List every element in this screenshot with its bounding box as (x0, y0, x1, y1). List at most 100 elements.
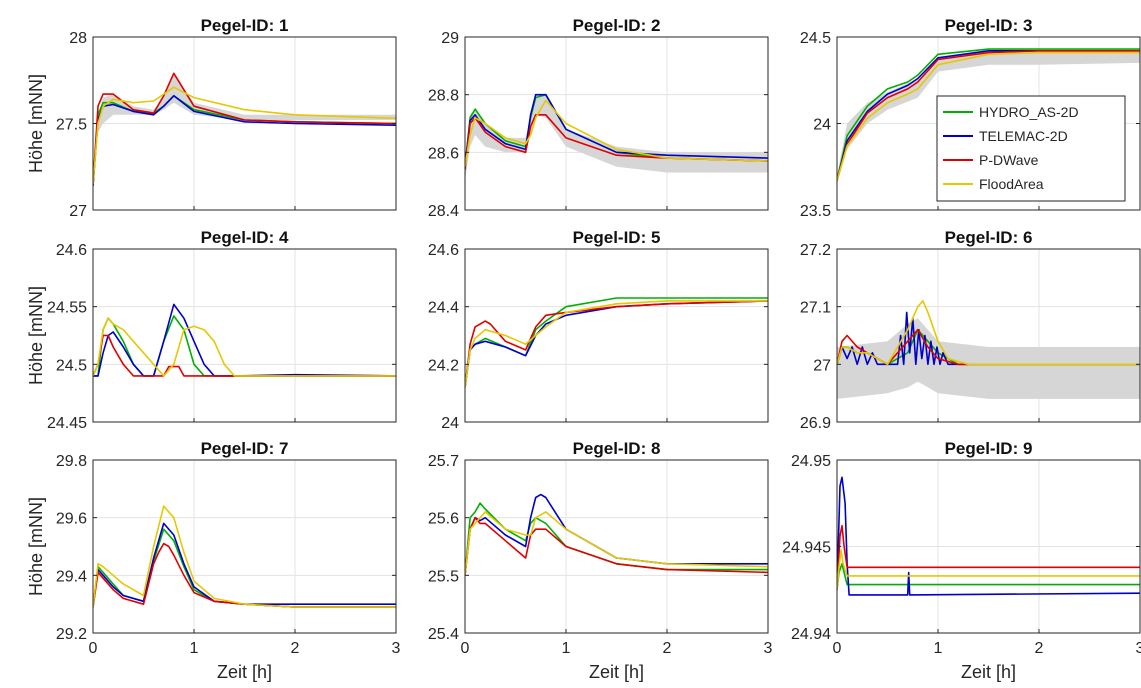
axes-box (836, 248, 1141, 423)
series-line-telemac-2d (837, 50, 1140, 181)
y-tick-label: 25.6 (428, 511, 459, 528)
y-axis-label: Höhe [mNN] (26, 286, 46, 385)
series-group (465, 297, 768, 388)
x-tick-label: 0 (833, 640, 842, 657)
series-group (837, 476, 1140, 596)
y-tick-label: 27 (69, 203, 87, 220)
x-tick-label: 1 (934, 640, 943, 657)
series-line-floodarea (465, 99, 768, 167)
y-tick-label: 27.2 (800, 242, 831, 259)
x-tick-label: 3 (1136, 640, 1141, 657)
y-tick-label: 27.5 (56, 117, 87, 134)
series-group (837, 300, 1140, 399)
x-tick-label: 2 (663, 640, 672, 657)
panel-6: 26.9 27 27.1 27.2 Pegel-ID: 6 (800, 228, 1141, 432)
axes-box (92, 248, 397, 423)
plot-area (465, 460, 768, 633)
x-axis-label: Zeit [h] (961, 662, 1016, 682)
series-group (93, 303, 396, 377)
series-group (837, 48, 1140, 185)
x-tick-label: 0 (89, 640, 98, 657)
y-tick-label: 29 (441, 30, 459, 47)
series-line-p-dwave (93, 542, 396, 608)
uncertainty-band (837, 50, 1140, 185)
series-line-p-dwave (837, 50, 1140, 181)
panel-title: Pegel-ID: 7 (201, 439, 289, 458)
x-tick-label: 3 (764, 640, 773, 657)
series-line-p-dwave (837, 328, 1140, 366)
axes-box (92, 459, 397, 634)
y-tick-label: 27.1 (800, 300, 831, 317)
series-line-floodarea (93, 317, 396, 377)
series-group (465, 493, 768, 576)
panel-title: Pegel-ID: 1 (201, 16, 289, 35)
panel-1: 27 27.5 28 Höhe [mNN] Pegel-ID: 1 (26, 16, 397, 220)
y-tick-label: 29.2 (56, 626, 87, 643)
y-tick-label: 24.55 (47, 300, 87, 317)
panel-5: 24 24.2 24.4 24.6 Pegel-ID: 5 (428, 228, 769, 432)
panel-title: Pegel-ID: 5 (573, 228, 661, 247)
y-tick-label: 28 (69, 30, 87, 47)
x-axis-label: Zeit [h] (217, 662, 272, 682)
y-tick-label: 23.5 (800, 203, 831, 220)
y-tick-label: 24.94 (791, 626, 831, 643)
x-axis-label: Zeit [h] (589, 662, 644, 682)
x-tick-label: 1 (562, 640, 571, 657)
panel-title: Pegel-ID: 9 (945, 439, 1033, 458)
series-line-telemac-2d (837, 476, 1140, 596)
panel-7: 29.2 29.4 29.6 29.8 0 1 2 3 Zeit [h] Höhe [mNN] Pe… (26, 439, 401, 682)
series-line-p-dwave (93, 334, 396, 377)
y-tick-label: 27 (813, 357, 831, 374)
y-tick-label: 24.4 (428, 300, 459, 317)
series-line-p-dwave (93, 72, 396, 186)
legend: HYDRO_AS-2D TELEMAC-2D P-DWave FloodArea (936, 95, 1126, 202)
y-tick-label: 25.7 (428, 453, 459, 470)
y-tick-label: 25.5 (428, 568, 459, 585)
y-tick-label: 28.4 (428, 203, 459, 220)
y-tick-label: 24.6 (56, 242, 87, 259)
series-line-floodarea (837, 51, 1140, 181)
panel-title: Pegel-ID: 3 (945, 16, 1033, 35)
series-line-p-dwave (465, 300, 768, 388)
plot-area (93, 249, 396, 422)
uncertainty-band (837, 318, 1140, 399)
y-tick-label: 25.4 (428, 626, 459, 643)
x-tick-label: 0 (461, 640, 470, 657)
panel-9: 24.94 24.945 24.95 0 1 2 3 Zeit [h] Pegel-ID: 9 (782, 439, 1141, 682)
y-tick-label: 24 (813, 117, 831, 134)
axes-box (464, 36, 769, 211)
y-tick-label: 24.5 (800, 30, 831, 47)
uncertainty-band (93, 75, 396, 185)
y-tick-label: 24.945 (782, 540, 831, 557)
y-tick-label: 29.8 (56, 453, 87, 470)
y-tick-label: 24.45 (47, 415, 87, 432)
panel-title: Pegel-ID: 6 (945, 228, 1033, 247)
panel-title: Pegel-ID: 8 (573, 439, 661, 458)
panel-2: 28.4 28.6 28.8 29 Pegel-ID: 2 (428, 16, 769, 220)
x-tick-label: 2 (291, 640, 300, 657)
y-tick-label: 24.95 (791, 453, 831, 470)
legend-label: P-DWave (979, 152, 1039, 168)
series-line-floodarea (465, 300, 768, 388)
y-tick-label: 29.6 (56, 511, 87, 528)
plot-area (465, 249, 768, 422)
panel-4: 24.45 24.5 24.55 24.6 Höhe [mNN] Pegel-ID: 4 (26, 228, 397, 432)
y-axis-label: Höhe [mNN] (26, 74, 46, 173)
legend-label: HYDRO_AS-2D (979, 104, 1079, 120)
series-line-hydro-as-2d (837, 48, 1140, 181)
y-tick-label: 29.4 (56, 568, 87, 585)
y-axis-label: Höhe [mNN] (26, 497, 46, 596)
x-tick-label: 3 (392, 640, 401, 657)
series-line-floodarea (465, 511, 768, 576)
panel-title: Pegel-ID: 4 (201, 228, 289, 247)
y-tick-label: 28.6 (428, 145, 459, 162)
series-line-floodarea (837, 549, 1140, 590)
panel-8: 25.4 25.5 25.6 25.7 0 1 2 3 Zeit [h] Pegel-ID: 8 (428, 439, 773, 682)
series-group (93, 505, 396, 608)
x-tick-label: 2 (1035, 640, 1044, 657)
plot-area (465, 37, 768, 210)
series-line-floodarea (93, 505, 396, 608)
y-tick-label: 24.5 (56, 357, 87, 374)
